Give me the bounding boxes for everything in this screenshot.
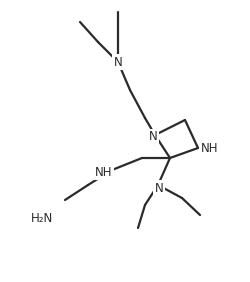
Text: N: N xyxy=(154,182,164,195)
Text: NH: NH xyxy=(201,142,219,155)
Text: H₂N: H₂N xyxy=(31,212,53,224)
Text: N: N xyxy=(114,56,122,69)
Text: N: N xyxy=(148,131,158,144)
Text: NH: NH xyxy=(95,166,113,179)
